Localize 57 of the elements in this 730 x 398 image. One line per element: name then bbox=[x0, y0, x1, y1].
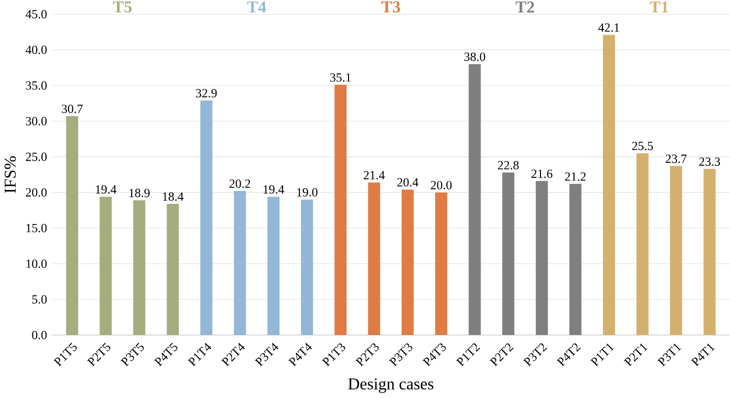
bar bbox=[300, 200, 314, 336]
y-tick-label: 25.0 bbox=[26, 152, 47, 162]
bar bbox=[569, 184, 582, 336]
y-tick-label: 45.0 bbox=[26, 10, 47, 19]
y-tick-label: 10.0 bbox=[26, 260, 47, 268]
bar bbox=[468, 64, 481, 336]
data-label: 23.7 bbox=[666, 154, 687, 164]
data-label: 20.0 bbox=[430, 181, 452, 190]
bar bbox=[133, 200, 146, 336]
y-tick-label: 30.0 bbox=[26, 117, 47, 126]
data-label: 20.2 bbox=[230, 180, 250, 188]
data-label: 30.7 bbox=[62, 104, 83, 114]
data-label: 20.4 bbox=[397, 178, 418, 187]
data-label: 19.0 bbox=[297, 188, 318, 197]
bar bbox=[402, 190, 414, 336]
data-label: 21.4 bbox=[364, 171, 385, 180]
bar bbox=[66, 116, 78, 336]
bar bbox=[166, 204, 179, 336]
y-axis-title: IFS% bbox=[4, 156, 16, 194]
bar bbox=[502, 172, 514, 336]
y-tick-label: 20.0 bbox=[26, 188, 47, 197]
data-label: 18.4 bbox=[163, 192, 184, 202]
bar bbox=[670, 166, 682, 336]
bar bbox=[267, 196, 280, 336]
bar bbox=[368, 182, 380, 336]
data-label: 21.6 bbox=[532, 170, 552, 178]
bar bbox=[704, 169, 716, 336]
data-label: 23.3 bbox=[699, 158, 720, 166]
bar bbox=[100, 196, 112, 336]
text: T5 bbox=[113, 2, 132, 13]
text: T1 bbox=[650, 2, 668, 13]
data-label: 42.1 bbox=[598, 24, 620, 32]
bar bbox=[602, 35, 615, 336]
data-label: 25.5 bbox=[632, 142, 653, 150]
data-label: 18.9 bbox=[129, 189, 150, 198]
data-label: 22.8 bbox=[498, 161, 519, 170]
text: T2 bbox=[516, 2, 534, 13]
data-label: 38.0 bbox=[464, 52, 486, 62]
y-tick-label: 5.0 bbox=[32, 295, 47, 304]
data-label: 19.4 bbox=[264, 185, 284, 194]
y-tick-label: 35.0 bbox=[26, 81, 47, 90]
x-axis-title: Design cases bbox=[348, 378, 434, 394]
text: T3 bbox=[381, 2, 400, 13]
bar bbox=[200, 100, 212, 336]
data-label: 21.2 bbox=[565, 172, 586, 182]
bar bbox=[234, 191, 246, 336]
text: T4 bbox=[247, 2, 266, 13]
y-tick-label: 15.0 bbox=[26, 224, 47, 233]
data-label: 35.1 bbox=[330, 74, 351, 82]
y-tick-label: 40.0 bbox=[26, 46, 47, 54]
bar bbox=[435, 192, 448, 336]
bar bbox=[636, 153, 649, 336]
y-tick-label: 0.0 bbox=[32, 331, 47, 340]
data-label: 19.4 bbox=[96, 185, 116, 194]
data-label: 32.9 bbox=[196, 89, 217, 98]
bar bbox=[334, 85, 347, 336]
bar bbox=[536, 181, 548, 336]
